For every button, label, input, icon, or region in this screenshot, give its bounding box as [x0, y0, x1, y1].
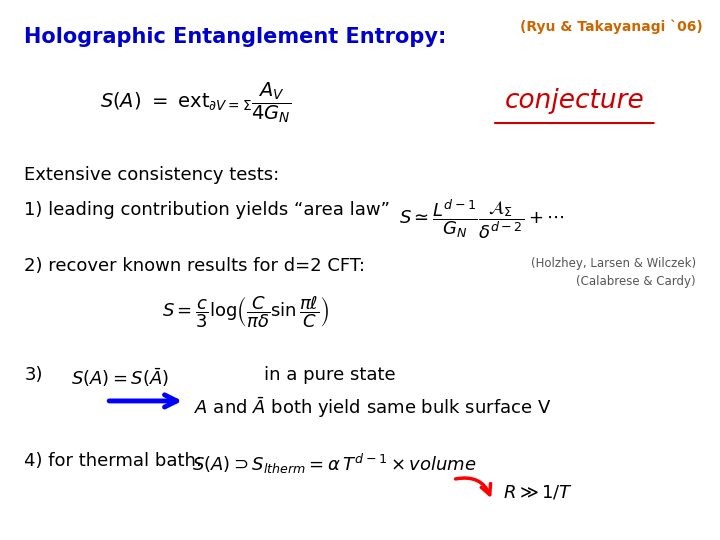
Text: 4) for thermal bath:: 4) for thermal bath: — [24, 452, 202, 470]
Text: $S(A) = S(\bar{A})$: $S(A) = S(\bar{A})$ — [71, 366, 168, 389]
Text: Extensive consistency tests:: Extensive consistency tests: — [24, 166, 279, 184]
Text: $R \gg 1/T$: $R \gg 1/T$ — [503, 484, 573, 502]
Text: $S(A) \ = \ \mathrm{ext}_{\partial V = \Sigma} \dfrac{A_V}{4G_N}$: $S(A) \ = \ \mathrm{ext}_{\partial V = \… — [100, 80, 292, 125]
Text: $S = \dfrac{c}{3} \log\!\left(\dfrac{C}{\pi\delta}\sin\dfrac{\pi\ell}{C}\right)$: $S = \dfrac{c}{3} \log\!\left(\dfrac{C}{… — [162, 294, 330, 330]
Text: in a pure state: in a pure state — [264, 366, 395, 384]
Text: (Holzhey, Larsen & Wilczek)
(Calabrese & Cardy): (Holzhey, Larsen & Wilczek) (Calabrese &… — [531, 256, 696, 288]
Text: Holographic Entanglement Entropy:: Holographic Entanglement Entropy: — [24, 27, 446, 47]
Text: 1) leading contribution yields “area law”: 1) leading contribution yields “area law… — [24, 200, 390, 219]
Text: $S \simeq \dfrac{L^{d-1}}{G_N} \dfrac{\mathcal{A}_{\Sigma}}{\delta^{d-2}} + \cdo: $S \simeq \dfrac{L^{d-1}}{G_N} \dfrac{\m… — [399, 198, 564, 241]
Text: $S(A) \supset S_{ltherm} = \alpha\, T^{d-1} \times \mathit{volume}$: $S(A) \supset S_{ltherm} = \alpha\, T^{d… — [192, 452, 477, 476]
Text: $A$ and $\bar{A}$ both yield same bulk surface V: $A$ and $\bar{A}$ both yield same bulk s… — [194, 396, 552, 420]
Text: 3): 3) — [24, 366, 42, 384]
Text: (Ryu & Takayanagi `06): (Ryu & Takayanagi `06) — [520, 20, 703, 35]
Text: 2) recover known results for d=2 CFT:: 2) recover known results for d=2 CFT: — [24, 256, 365, 275]
Text: conjecture: conjecture — [505, 88, 644, 114]
